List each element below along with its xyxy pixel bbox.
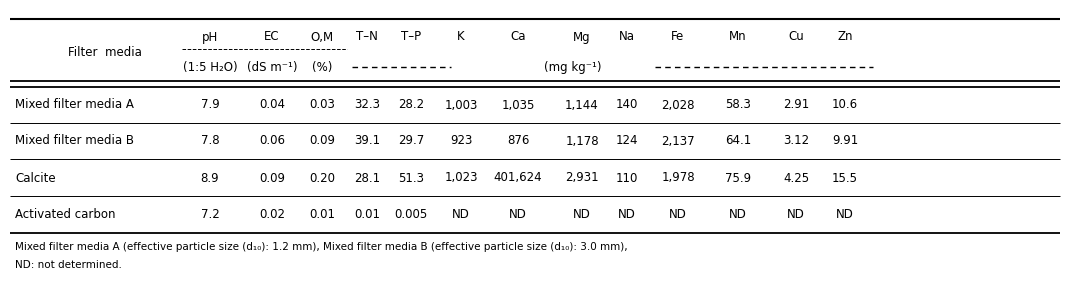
Text: 0.04: 0.04 (259, 99, 285, 112)
Text: 0.01: 0.01 (354, 209, 380, 222)
Text: 9.91: 9.91 (831, 135, 858, 148)
Text: 4.25: 4.25 (783, 171, 809, 184)
Text: 401,624: 401,624 (493, 171, 542, 184)
Text: Cu: Cu (789, 30, 804, 43)
Text: 7.8: 7.8 (201, 135, 219, 148)
Text: K: K (457, 30, 464, 43)
Text: Mixed filter media A: Mixed filter media A (15, 99, 134, 112)
Text: ND: ND (729, 209, 747, 222)
Text: 0.03: 0.03 (309, 99, 335, 112)
Text: EC: EC (264, 30, 280, 43)
Text: pH: pH (202, 30, 218, 43)
Text: Mn: Mn (729, 30, 747, 43)
Text: Mixed filter media B: Mixed filter media B (15, 135, 134, 148)
Text: 32.3: 32.3 (354, 99, 380, 112)
Text: 1,003: 1,003 (444, 99, 477, 112)
Text: 7.2: 7.2 (201, 209, 219, 222)
Text: ND: ND (788, 209, 805, 222)
Text: ND: not determined.: ND: not determined. (15, 260, 122, 270)
Text: 1,035: 1,035 (502, 99, 535, 112)
Text: 0.01: 0.01 (309, 209, 335, 222)
Text: 58.3: 58.3 (725, 99, 751, 112)
Text: 0.06: 0.06 (259, 135, 285, 148)
Text: 10.6: 10.6 (832, 99, 858, 112)
Text: 2.91: 2.91 (783, 99, 809, 112)
Text: 75.9: 75.9 (725, 171, 751, 184)
Text: Fe: Fe (671, 30, 685, 43)
Text: 0.09: 0.09 (259, 171, 285, 184)
Text: Zn: Zn (837, 30, 853, 43)
Text: ND: ND (452, 209, 470, 222)
Text: 1,178: 1,178 (565, 135, 599, 148)
Text: Na: Na (620, 30, 635, 43)
Text: ND: ND (669, 209, 687, 222)
Text: 124: 124 (615, 135, 638, 148)
Text: 7.9: 7.9 (201, 99, 219, 112)
Text: (%): (%) (311, 60, 332, 73)
Text: 29.7: 29.7 (398, 135, 424, 148)
Text: (dS m⁻¹): (dS m⁻¹) (247, 60, 297, 73)
Text: 0.005: 0.005 (395, 209, 428, 222)
Text: 0.02: 0.02 (259, 209, 285, 222)
Text: 1,144: 1,144 (565, 99, 599, 112)
Text: 15.5: 15.5 (832, 171, 858, 184)
Text: 140: 140 (616, 99, 638, 112)
Text: ND: ND (509, 209, 526, 222)
Text: 51.3: 51.3 (398, 171, 424, 184)
Text: 2,028: 2,028 (661, 99, 694, 112)
Text: 2,931: 2,931 (565, 171, 599, 184)
Text: 2,137: 2,137 (661, 135, 694, 148)
Text: 1,978: 1,978 (661, 171, 694, 184)
Text: 39.1: 39.1 (354, 135, 380, 148)
Text: Filter  media: Filter media (68, 45, 142, 58)
Text: ND: ND (574, 209, 591, 222)
Text: ND: ND (618, 209, 636, 222)
Text: Calcite: Calcite (15, 171, 56, 184)
Text: 64.1: 64.1 (724, 135, 751, 148)
Text: (mg kg⁻¹): (mg kg⁻¹) (544, 60, 601, 73)
Text: 0.09: 0.09 (309, 135, 335, 148)
Text: Ca: Ca (510, 30, 525, 43)
Text: 0.20: 0.20 (309, 171, 335, 184)
Text: (1:5 H₂O): (1:5 H₂O) (183, 60, 238, 73)
Text: 28.2: 28.2 (398, 99, 424, 112)
Text: 8.9: 8.9 (201, 171, 219, 184)
Text: 923: 923 (449, 135, 472, 148)
Text: T–N: T–N (356, 30, 378, 43)
Text: 110: 110 (616, 171, 638, 184)
Text: T–P: T–P (401, 30, 422, 43)
Text: Mixed filter media A (effective particle size (d₁₀): 1.2 mm), Mixed filter media: Mixed filter media A (effective particle… (15, 242, 628, 252)
Text: Mg: Mg (574, 30, 591, 43)
Text: 876: 876 (507, 135, 530, 148)
Text: O,M: O,M (310, 30, 334, 43)
Text: 1,023: 1,023 (444, 171, 477, 184)
Text: 28.1: 28.1 (354, 171, 380, 184)
Text: ND: ND (836, 209, 854, 222)
Text: 3.12: 3.12 (783, 135, 809, 148)
Text: Activated carbon: Activated carbon (15, 209, 116, 222)
